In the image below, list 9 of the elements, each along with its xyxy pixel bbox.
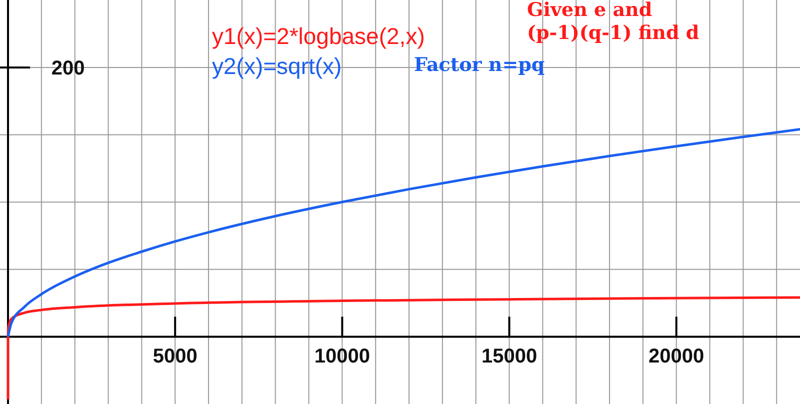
- x-tick-label: 20000: [648, 346, 704, 368]
- text: y1(x)=2*logbase(2,x): [212, 23, 425, 49]
- text: Given e and (p-1)(q-1) find d: [527, 0, 700, 44]
- x-tick-label: 10000: [314, 346, 370, 368]
- text: 200: [51, 58, 85, 80]
- x-tick-label: 5000: [152, 346, 198, 368]
- text: y2(x)=sqrt(x): [212, 53, 342, 79]
- x-tick-label: 15000: [481, 346, 538, 368]
- text: Factor n=pq: [414, 54, 545, 76]
